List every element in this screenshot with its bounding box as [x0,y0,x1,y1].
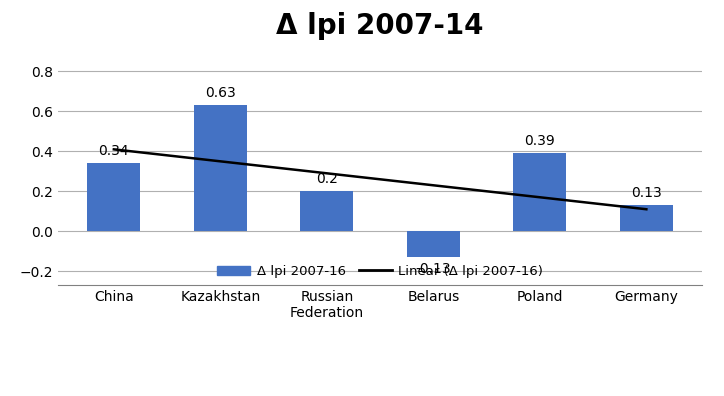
Bar [87,163,140,231]
Text: 0.13: 0.13 [631,186,662,200]
Bar [513,153,566,231]
Text: -0.13: -0.13 [416,262,451,276]
Text: 0.2: 0.2 [316,172,338,186]
Bar [300,191,353,231]
Title: Δ lpi 2007-14: Δ lpi 2007-14 [277,11,484,40]
Text: 0.63: 0.63 [205,86,236,101]
Bar [407,231,460,257]
Bar [194,105,247,231]
Bar [620,205,673,231]
Text: 0.34: 0.34 [98,144,129,158]
Text: 0.39: 0.39 [524,134,555,148]
Legend: Δ lpi 2007-16, Linear (Δ lpi 2007-16): Δ lpi 2007-16, Linear (Δ lpi 2007-16) [211,260,549,283]
